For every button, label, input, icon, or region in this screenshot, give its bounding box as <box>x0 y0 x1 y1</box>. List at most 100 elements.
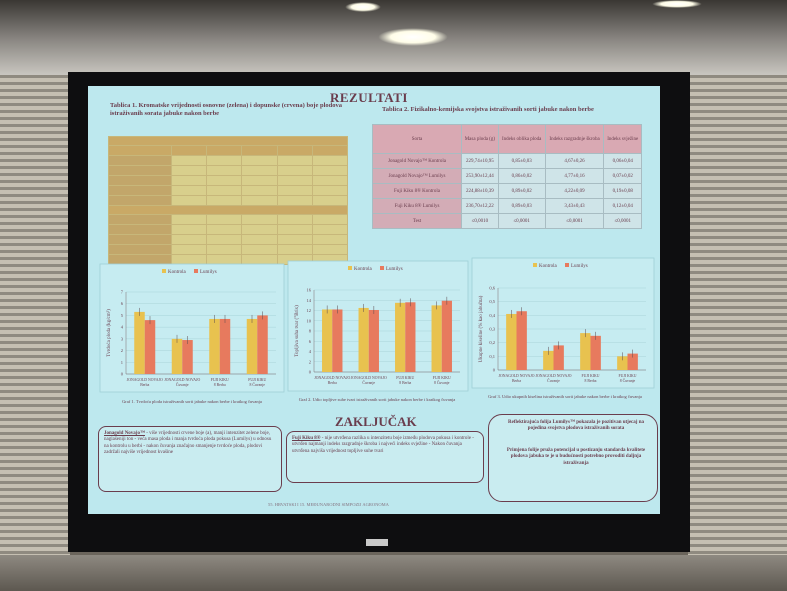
bar-lumilys <box>627 353 638 370</box>
bar-control <box>171 338 183 374</box>
table-row: Test ≤0,0010 ≤0,0001 ≤0,0001 ≤0,0001 <box>372 213 642 229</box>
conclusion-box-jonagold <box>98 426 282 492</box>
x-tick-label: FUJI KIKU <box>211 378 229 382</box>
conclusion-jonagold-head: Jonagold Novajo™ <box>104 431 145 436</box>
y-tick-label: 10 <box>307 318 312 323</box>
y-axis-label: Topljiva suha tvar (°Brix) <box>295 305 300 357</box>
floor-shadow <box>0 555 787 591</box>
slide-footer: 55. HRVATSKI I 15. MEĐUNARODNI SIMPOZIJ … <box>268 502 389 507</box>
y-axis-label: Tvrdoća ploda (kg/cm²) <box>106 309 112 357</box>
results-heading: REZULTATI <box>330 90 408 105</box>
slide: REZULTATI Tablica 1. Kromatske vrijednos… <box>88 86 660 514</box>
conclusion-fuji-text: - nije utvrđena razlika u intenzitetu bo… <box>292 436 474 454</box>
y-tick-label: 0,4 <box>489 313 495 319</box>
legend-label-lumilys: Lumilys <box>571 264 588 269</box>
wall-right <box>688 75 787 591</box>
y-tick-label: 0,5 <box>489 299 495 305</box>
table2-header: Masa ploda (g) <box>461 124 499 154</box>
bar-lumilys <box>332 309 343 372</box>
chart1-caption: Graf 1. Tvrdoća ploda istraživanih sorti… <box>122 399 262 404</box>
legend-swatch-control <box>533 263 537 267</box>
x-tick-label: JONAGOLD NOVAJO <box>314 376 350 380</box>
bar-lumilys <box>441 300 452 372</box>
bar-control <box>543 350 554 370</box>
bar-control <box>617 356 628 370</box>
y-tick-label: 0,3 <box>489 327 495 333</box>
bar-lumilys <box>590 335 601 370</box>
legend-label-control: Kontrola <box>168 270 187 275</box>
x-tick-label: Berba <box>140 383 149 387</box>
legend-label-control: Kontrola <box>539 264 558 269</box>
y-tick-label: 1 <box>121 360 123 365</box>
screen-logo <box>366 539 388 546</box>
y-tick-label: 6 <box>121 301 124 306</box>
conclusion-fuji: Fuji Kiku 8® - nije utvrđena razlika u i… <box>292 436 478 455</box>
x-tick-label: FUJI KIKU <box>248 378 266 382</box>
legend-swatch-control <box>162 269 166 273</box>
bar-lumilys <box>219 318 231 374</box>
table2-header: Indeks oblika ploda <box>497 124 546 154</box>
bar-control <box>395 302 406 372</box>
bar-lumilys <box>516 311 527 370</box>
y-tick-label: 0,6 <box>489 286 495 292</box>
x-tick-label: 8 Čuvanje <box>620 378 636 383</box>
y-tick-label: 0 <box>309 370 312 375</box>
wall-left <box>0 75 70 591</box>
x-tick-label: FUJI KIKU <box>581 374 599 378</box>
y-tick-label: 4 <box>309 349 312 354</box>
ceiling-light <box>652 0 702 8</box>
conclusion-box-general <box>488 414 658 502</box>
bar-control <box>431 305 442 372</box>
x-tick-label: 8 Berba <box>585 379 597 383</box>
x-tick-label: 8 Berba <box>399 381 411 385</box>
bar-lumilys <box>182 340 193 374</box>
table2-header: Indeks razgradnje škroba <box>544 124 605 154</box>
legend-swatch-lumilys <box>380 266 384 270</box>
x-tick-label: JONAGOLD NOVAJO <box>536 374 572 378</box>
x-tick-label: Berba <box>512 379 521 383</box>
y-tick-label: 14 <box>307 298 312 303</box>
x-tick-label: JONAGOLD NOVAJO <box>499 374 535 378</box>
bar-control <box>134 311 145 374</box>
bar-lumilys <box>257 315 268 374</box>
table2-header: Sorta <box>372 124 462 154</box>
x-tick-label: FUJI KIKU <box>433 376 451 380</box>
y-tick-label: 12 <box>307 308 312 313</box>
x-tick-label: 8 Berba <box>214 383 226 387</box>
chart-frame <box>287 260 469 392</box>
chart-frame <box>471 257 655 389</box>
chart3-caption: Graf 3. Udio ukupnih kiselina istraživan… <box>488 394 642 399</box>
chart2-caption: Graf 2. Udio topljive suhe tvari istraži… <box>298 397 456 402</box>
y-tick-label: 5 <box>121 313 124 318</box>
y-tick-label: 0 <box>121 372 124 377</box>
y-tick-label: 6 <box>309 339 312 344</box>
bar-control <box>358 307 369 372</box>
y-tick-label: 0,2 <box>489 340 495 346</box>
conclusion-general-1: Reflektirajuća folija Lumilys™ pokazala … <box>508 420 644 432</box>
bar-control <box>246 318 258 374</box>
bar-control <box>322 309 333 372</box>
x-tick-label: JONAGOLD NOVAJO <box>351 376 387 380</box>
conclusion-fuji-head: Fuji Kiku 8® <box>292 436 321 441</box>
bar-control <box>580 333 591 370</box>
table-row: Jonagold Novajo™ Kontrola 229,74±10,95 0… <box>372 153 642 169</box>
y-tick-label: 3 <box>121 336 124 341</box>
table-row: Fuji Kiku 8® Lumilys 236,70±12,22 0,89±0… <box>372 198 642 214</box>
table-row: Fuji Kiku 8® Kontrola 224,88±10,39 0,89±… <box>372 183 642 199</box>
x-tick-label: JONAGOLD NOVAJO <box>127 378 163 382</box>
x-tick-label: FUJI KIKU <box>396 376 414 380</box>
table2-title: Tablica 2. Fizikalno-kemijska svojstva i… <box>382 106 594 113</box>
x-tick-label: Čuvanje <box>362 380 375 385</box>
y-tick-label: 2 <box>309 359 311 364</box>
y-tick-label: 0 <box>493 368 496 373</box>
conclusion-jonagold-text: - više vrijednosti crvene boje (a), manj… <box>104 431 272 455</box>
y-tick-label: 2 <box>121 348 123 353</box>
x-tick-label: 8 Čuvanje <box>249 382 265 387</box>
legend-swatch-lumilys <box>565 263 569 267</box>
ceiling-light <box>345 2 381 12</box>
table2: Sorta Masa ploda (g) Indeks oblika ploda… <box>372 124 642 229</box>
table1-title: Tablica 1. Kromatske vrijednosti osnovne… <box>110 102 343 118</box>
conclusion-box-fuji <box>286 431 484 483</box>
bar-lumilys <box>405 302 416 372</box>
table1 <box>108 136 349 265</box>
